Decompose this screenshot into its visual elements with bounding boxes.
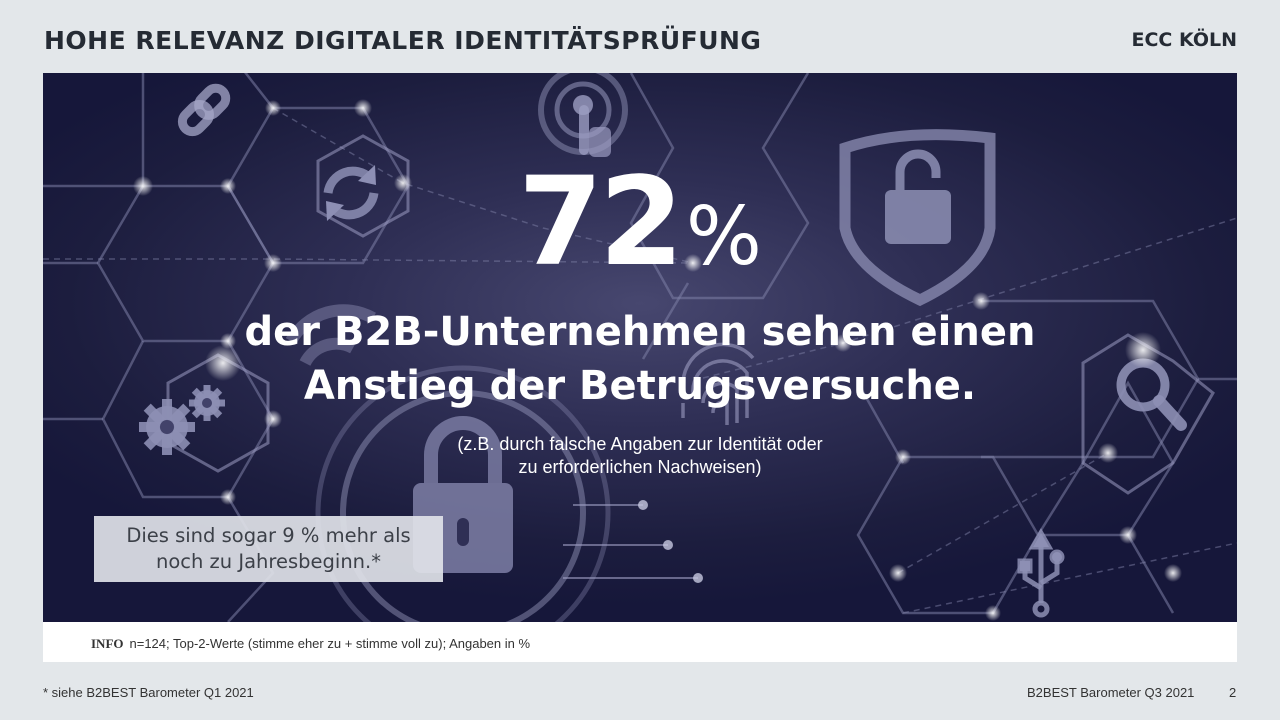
comparison-callout: Dies sind sogar 9 % mehr als noch zu Jah… <box>94 516 443 582</box>
refresh-icon <box>323 165 379 221</box>
example-note-line-2: zu erforderlichen Nachweisen) <box>518 457 762 477</box>
hero-panel: 72% der B2B-Unternehmen sehen einen Anst… <box>43 73 1237 622</box>
gears-icon <box>139 385 225 455</box>
example-note: (z.B. durch falsche Angaben zur Identitä… <box>43 433 1237 479</box>
info-bar: INFO n=124; Top-2-Werte (stimme eher zu +… <box>43 622 1237 662</box>
example-note-line-1: (z.B. durch falsche Angaben zur Identitä… <box>457 434 823 454</box>
touch-icon <box>538 73 628 157</box>
usb-icon <box>1017 527 1065 618</box>
wifi-icon <box>285 304 376 367</box>
callout-line-2: noch zu Jahresbeginn.* <box>155 550 381 573</box>
page-number: 2 <box>1229 685 1237 700</box>
fingerprint-icon <box>681 342 755 425</box>
padlock-shield-icon <box>839 129 996 307</box>
footer-source: B2BEST Barometer Q3 2021 <box>1027 685 1195 700</box>
slide-title: HOHE RELEVANZ DIGITALER IDENTITÄTSPRÜFUN… <box>44 26 762 55</box>
headline-line-1: der B2B-Unternehmen sehen einen <box>244 309 1036 355</box>
headline-line-2: Anstieg der Betrugsversuche. <box>303 363 977 409</box>
stat-number: 72 <box>518 151 684 293</box>
stat-unit: % <box>685 190 762 283</box>
chain-link-icon <box>177 83 231 137</box>
callout-line-1: Dies sind sogar 9 % mehr als <box>126 524 411 547</box>
info-text: n=124; Top-2-Werte (stimme eher zu + sti… <box>129 636 531 651</box>
stat-value: 72% <box>43 151 1237 293</box>
headline: der B2B-Unternehmen sehen einen Anstieg … <box>43 305 1237 413</box>
footnote: * siehe B2BEST Barometer Q1 2021 <box>43 685 254 700</box>
hero-background-graphic <box>43 73 1237 622</box>
brand-logo: ECC KÖLN <box>1131 29 1237 51</box>
info-label: INFO <box>91 636 124 651</box>
